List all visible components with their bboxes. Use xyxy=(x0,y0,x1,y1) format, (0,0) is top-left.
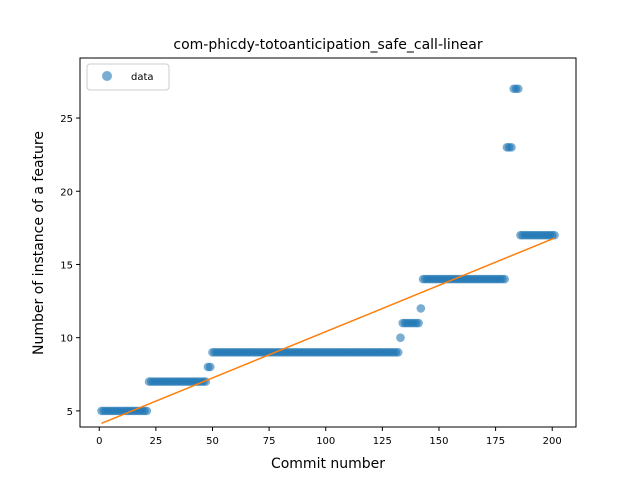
data-point xyxy=(205,362,215,372)
data-point xyxy=(414,318,423,328)
x-tick-label: 100 xyxy=(316,436,335,447)
legend-label-data: data xyxy=(131,72,154,83)
axes-frame xyxy=(79,57,577,428)
y-tick-label: 15 xyxy=(60,260,73,271)
chart-title: com-phicdy-totoanticipation_safe_call-li… xyxy=(173,37,482,53)
x-tick-label: 50 xyxy=(206,436,219,447)
x-axis-label: Commit number xyxy=(271,456,385,472)
legend: data xyxy=(86,63,170,91)
y-tick-label: 20 xyxy=(60,187,73,198)
data-point xyxy=(416,304,426,313)
y-tick-label: 5 xyxy=(67,407,73,418)
data-point xyxy=(550,230,559,240)
data-point xyxy=(500,274,509,284)
x-tick-label: 0 xyxy=(96,436,102,447)
legend-box xyxy=(86,63,170,91)
x-axis-ticks: 0 25 50 75 100 125 150 175 200 xyxy=(96,427,562,447)
data-point xyxy=(142,406,152,416)
data-point xyxy=(393,348,403,357)
x-tick-label: 200 xyxy=(543,436,562,447)
plot-area xyxy=(97,84,559,425)
x-tick-label: 150 xyxy=(429,436,448,447)
legend-marker-data xyxy=(102,71,112,81)
x-tick-label: 125 xyxy=(373,436,392,447)
fit-line xyxy=(101,237,555,425)
y-axis-label: Number of instance of a feature xyxy=(31,131,47,355)
x-tick-label: 175 xyxy=(486,436,505,447)
y-axis-ticks: 5 10 15 20 25 xyxy=(60,114,80,418)
data-point xyxy=(507,143,516,152)
x-tick-label: 25 xyxy=(150,436,163,447)
x-tick-label: 75 xyxy=(263,436,276,447)
data-point xyxy=(513,84,523,94)
y-tick-label: 10 xyxy=(60,334,73,345)
y-tick-label: 25 xyxy=(60,114,73,125)
data-point xyxy=(396,333,405,342)
